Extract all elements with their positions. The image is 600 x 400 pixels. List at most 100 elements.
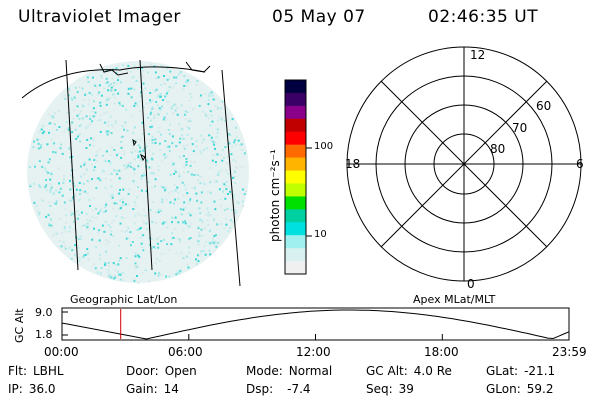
emission-pixel xyxy=(85,147,88,149)
emission-pixel xyxy=(235,126,237,129)
gain-status: Gain: 14 xyxy=(126,382,179,396)
emission-pixel xyxy=(53,202,56,205)
colorbar-band xyxy=(285,196,306,210)
emission-pixel xyxy=(82,182,85,185)
emission-pixel xyxy=(237,201,240,204)
emission-pixel xyxy=(106,69,108,72)
emission-pixel xyxy=(216,223,219,226)
emission-pixel xyxy=(141,67,143,70)
emission-pixel xyxy=(168,86,171,89)
emission-pixel xyxy=(145,190,148,193)
altitude-x-ticks xyxy=(61,334,570,340)
emission-pixel xyxy=(173,76,175,79)
emission-pixel xyxy=(84,93,87,96)
emission-pixel xyxy=(165,118,168,121)
emission-pixel xyxy=(213,200,216,203)
emission-pixel xyxy=(164,187,167,190)
emission-pixel xyxy=(104,160,107,163)
emission-pixel xyxy=(92,169,95,172)
emission-pixel xyxy=(115,82,118,85)
emission-pixel xyxy=(90,137,93,140)
glat-value: -21.1 xyxy=(524,364,556,378)
emission-pixel xyxy=(142,208,145,211)
emission-pixel xyxy=(142,82,145,85)
emission-pixel xyxy=(217,107,219,110)
emission-pixel xyxy=(47,214,50,217)
emission-pixel xyxy=(80,211,83,214)
emission-pixel xyxy=(155,101,158,103)
emission-pixel xyxy=(38,212,41,214)
emission-pixel xyxy=(168,275,171,278)
emission-pixel xyxy=(50,218,52,221)
emission-pixel xyxy=(159,149,162,152)
emission-pixel xyxy=(40,144,43,147)
emission-pixel xyxy=(223,209,226,212)
emission-pixel xyxy=(146,159,148,162)
emission-pixel xyxy=(175,145,178,148)
emission-pixel xyxy=(121,104,124,107)
emission-pixel xyxy=(172,236,175,239)
emission-pixel xyxy=(190,222,193,225)
emission-pixel xyxy=(139,159,142,162)
emission-pixel xyxy=(111,77,114,80)
emission-pixel xyxy=(117,263,120,266)
emission-pixel xyxy=(110,172,113,175)
emission-pixel xyxy=(110,230,113,233)
emission-pixel xyxy=(156,104,159,107)
emission-pixel xyxy=(140,95,143,98)
emission-pixel xyxy=(111,221,113,224)
emission-pixel xyxy=(168,145,171,148)
emission-pixel xyxy=(147,133,150,136)
emission-pixel xyxy=(141,133,144,136)
emission-pixel xyxy=(124,168,127,171)
emission-pixel xyxy=(130,76,133,79)
emission-pixel xyxy=(200,201,203,204)
emission-pixel xyxy=(199,175,201,178)
emission-pixel xyxy=(178,240,181,243)
emission-pixel xyxy=(201,110,204,113)
emission-pixel xyxy=(112,207,115,210)
emission-pixel xyxy=(203,226,206,229)
emission-pixel xyxy=(90,93,93,96)
emission-pixel xyxy=(209,110,212,113)
emission-pixel xyxy=(154,138,157,141)
emission-pixel xyxy=(120,156,123,159)
emission-pixel xyxy=(210,136,213,139)
emission-pixel xyxy=(223,227,226,230)
emission-pixel xyxy=(82,105,85,108)
emission-pixel xyxy=(181,128,184,131)
emission-pixel xyxy=(168,249,171,252)
filter-status: Flt: LBHL xyxy=(8,364,64,378)
emission-pixel xyxy=(83,99,86,102)
emission-pixel xyxy=(133,88,136,91)
emission-pixel xyxy=(162,118,165,121)
geo-panel-label: Geographic Lat/Lon xyxy=(70,293,178,306)
emission-pixel xyxy=(86,252,89,255)
emission-pixel xyxy=(41,165,44,168)
emission-pixel xyxy=(119,207,122,210)
emission-pixel xyxy=(146,102,149,105)
emission-pixel xyxy=(176,113,179,116)
emission-pixel xyxy=(89,205,91,207)
emission-pixel xyxy=(152,152,155,155)
emission-pixel xyxy=(234,182,237,185)
emission-pixel xyxy=(137,144,140,147)
emission-pixel xyxy=(202,249,205,252)
emission-pixel xyxy=(221,159,224,162)
emission-pixel xyxy=(142,75,145,78)
seq-label: Seq: xyxy=(366,382,393,396)
apex-panel-label: Apex MLat/MLT xyxy=(413,293,496,306)
emission-pixel xyxy=(191,186,194,189)
emission-pixel xyxy=(161,105,163,108)
emission-pixel xyxy=(84,254,87,256)
emission-pixel xyxy=(62,240,65,243)
glat-status: GLat: -21.1 xyxy=(486,364,555,378)
emission-pixel xyxy=(75,137,78,140)
emission-pixel xyxy=(149,126,152,129)
emission-pixel xyxy=(36,138,39,141)
emission-pixel xyxy=(118,244,121,247)
emission-pixel xyxy=(151,106,154,109)
dsp-status: Dsp: -7.4 xyxy=(246,382,311,396)
emission-pixel xyxy=(69,180,71,183)
emission-pixel xyxy=(110,124,113,127)
